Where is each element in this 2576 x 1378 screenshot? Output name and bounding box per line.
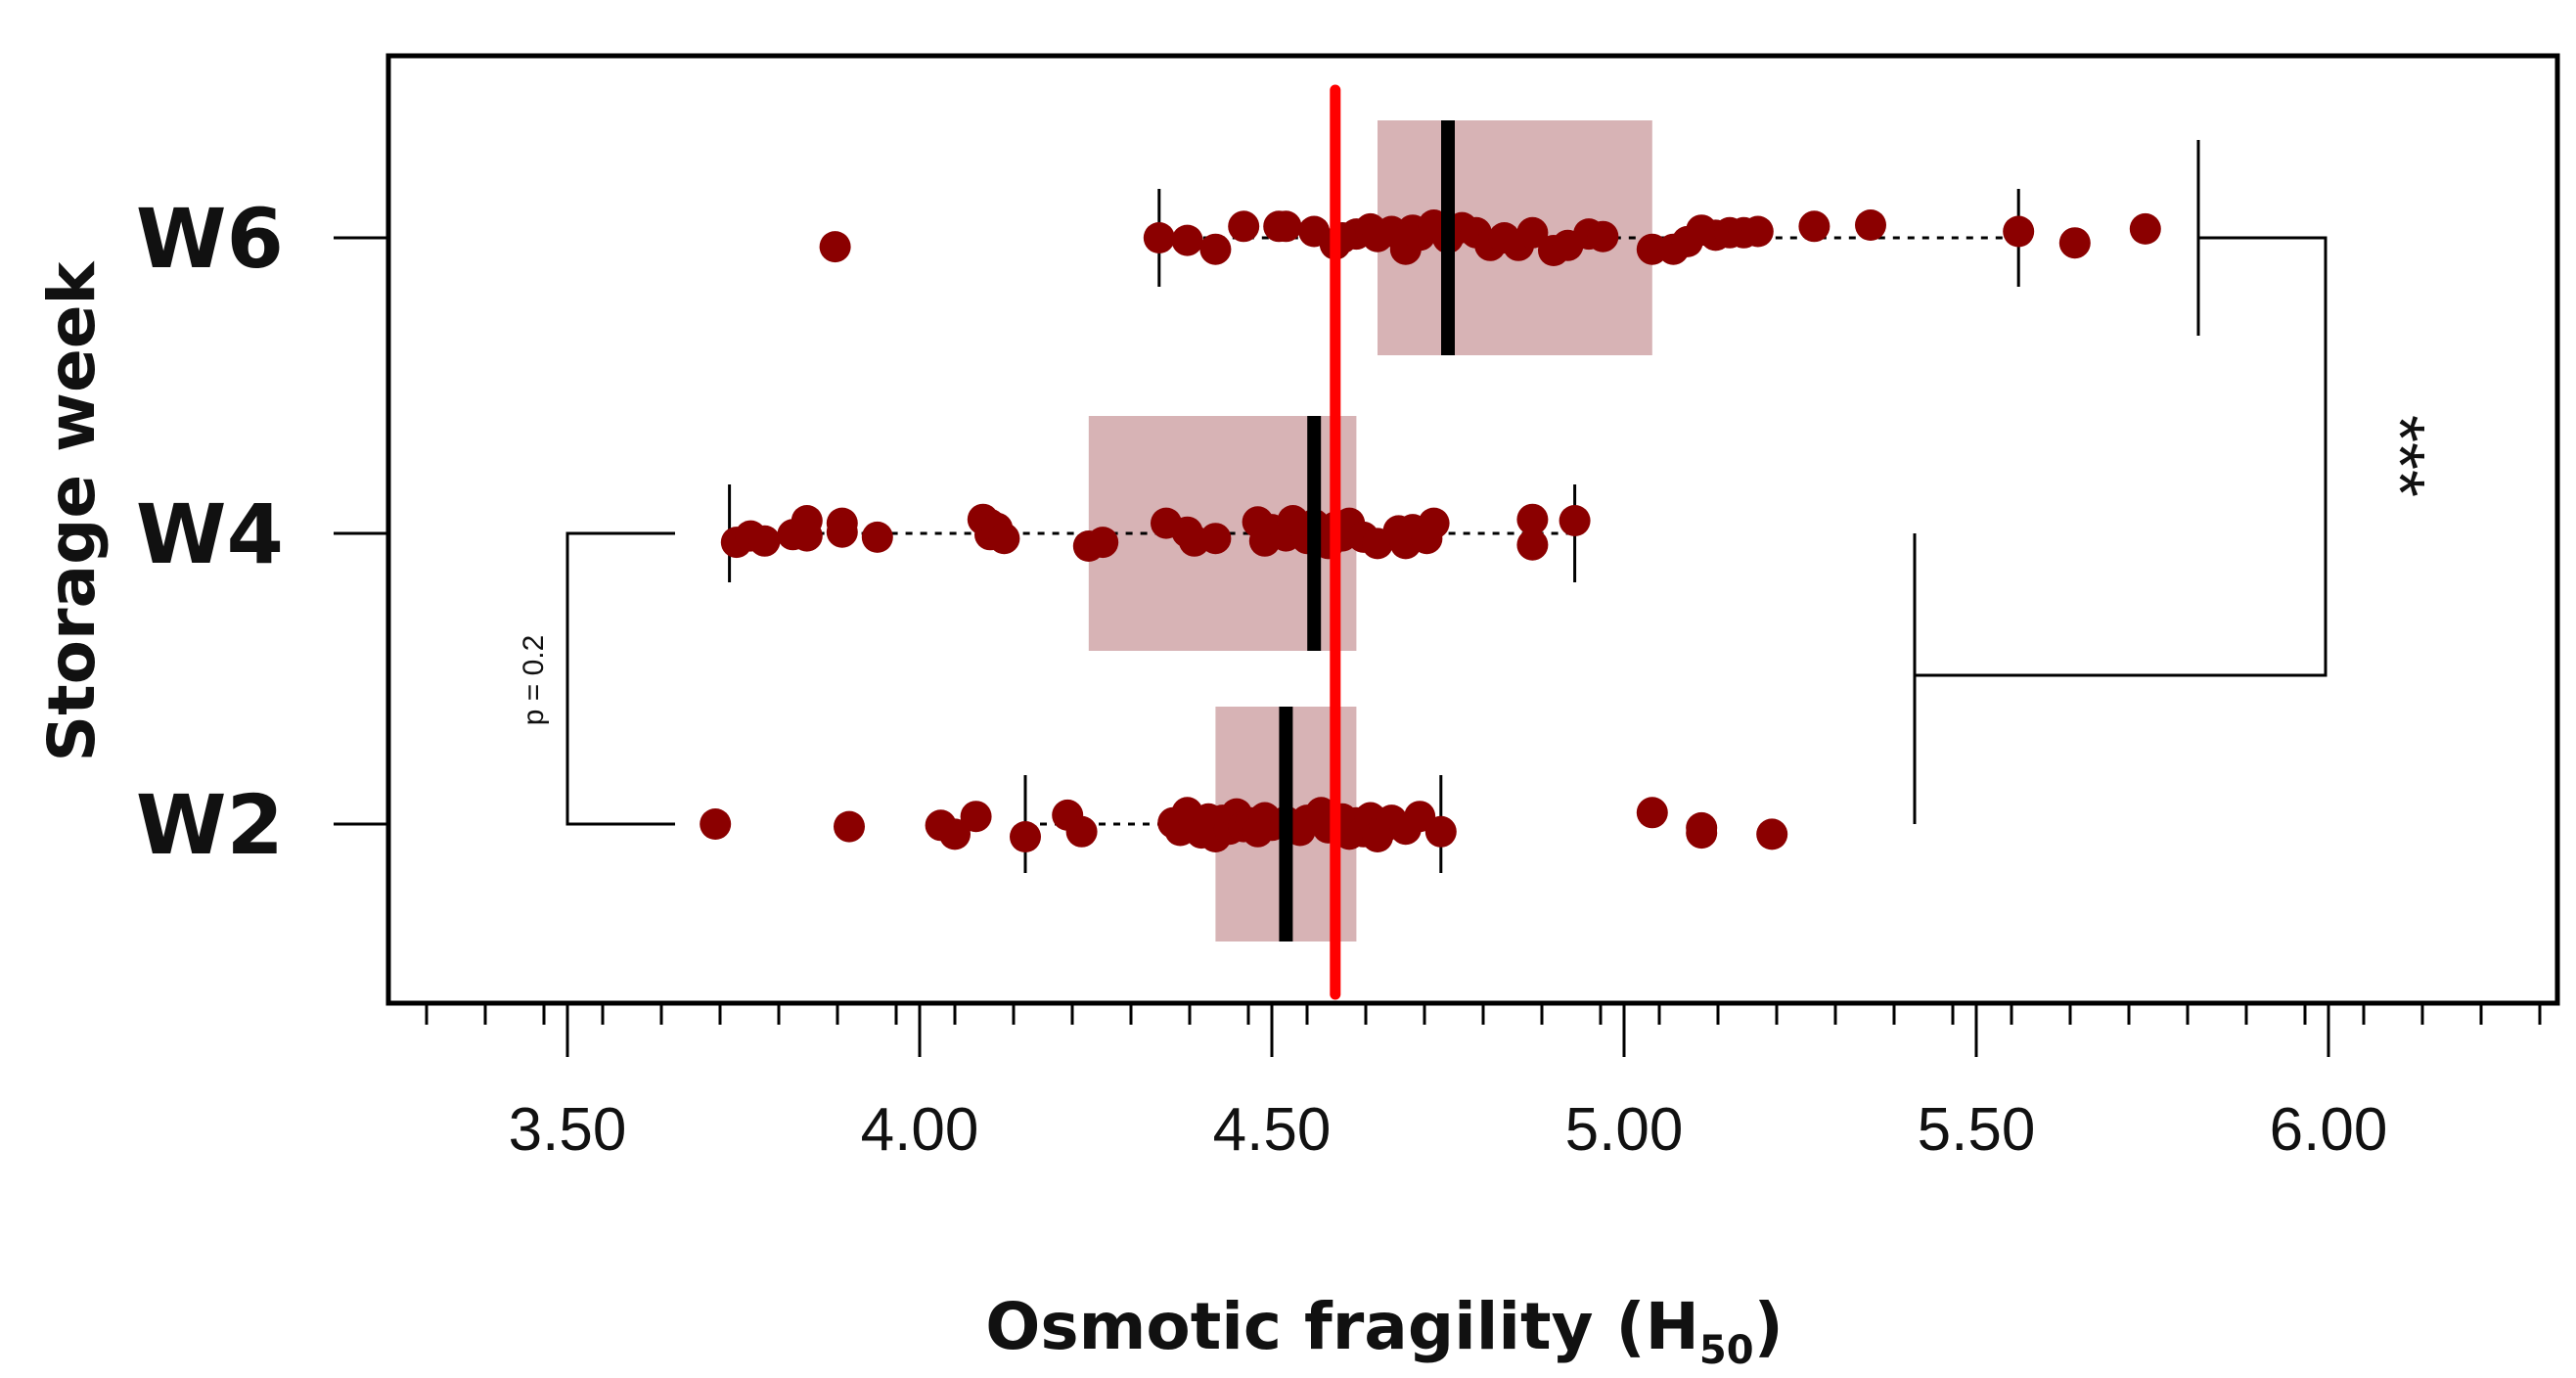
point-w4-8 xyxy=(861,521,893,553)
points-layer xyxy=(700,209,2161,852)
point-w6-3 xyxy=(1199,233,1232,265)
point-w2-39 xyxy=(1636,797,1668,829)
point-w4-7 xyxy=(826,516,858,548)
point-w4-2 xyxy=(748,525,781,557)
point-w6-39 xyxy=(2003,215,2035,248)
point-w6-40 xyxy=(2058,227,2091,259)
point-w4-39 xyxy=(1516,503,1549,535)
x-tick-label: 5.00 xyxy=(1565,1096,1684,1164)
comparison-brackets xyxy=(565,140,2327,826)
x-tick-label: 6.00 xyxy=(2270,1096,2388,1164)
point-w2-38 xyxy=(1424,815,1457,848)
point-w4-13 xyxy=(988,523,1020,555)
x-tick-label: 4.00 xyxy=(861,1096,979,1164)
point-w4-15 xyxy=(1087,527,1119,559)
point-w4-40 xyxy=(1516,528,1549,561)
annotation-p-value: p = 0.2 xyxy=(518,635,550,726)
x-tick-label: 5.50 xyxy=(1918,1096,2036,1164)
point-w6-28 xyxy=(1587,220,1619,253)
medians-layer xyxy=(1279,120,1455,942)
point-w2-7 xyxy=(1065,815,1098,848)
x-axis-title: Osmotic fragility (H50) xyxy=(985,1289,1784,1373)
bracket-w24-w6 xyxy=(1913,236,2327,824)
y-category-label-w6: W6 xyxy=(136,191,284,287)
point-w6-36 xyxy=(1741,215,1774,248)
point-w6-0 xyxy=(819,231,851,263)
point-w2-42 xyxy=(1756,818,1788,850)
annotation-significance: *** xyxy=(2360,415,2438,497)
point-w4-38 xyxy=(1418,507,1450,539)
point-w2-4 xyxy=(960,801,992,833)
y-category-label-w4: W4 xyxy=(136,486,284,582)
point-w4-41 xyxy=(1559,505,1591,536)
point-w6-2 xyxy=(1171,224,1203,256)
point-w4-5 xyxy=(791,520,823,552)
point-w6-38 xyxy=(1855,209,1886,241)
point-w2-3 xyxy=(939,818,971,850)
y-axis-title: Storage week xyxy=(34,259,110,761)
point-w6-41 xyxy=(2129,212,2161,245)
point-w4-19 xyxy=(1199,523,1232,555)
x-axis: 3.50 4.00 4.50 5.00 5.50 6.00 xyxy=(425,1003,2542,1164)
point-w2-1 xyxy=(834,810,865,843)
point-w6-4 xyxy=(1228,210,1260,243)
point-w2-41 xyxy=(1686,817,1718,850)
point-w6-24 xyxy=(1516,216,1549,249)
point-w6-6 xyxy=(1270,210,1302,243)
point-w6-37 xyxy=(1798,210,1830,243)
x-tick-label: 3.50 xyxy=(509,1096,627,1164)
bracket-w2-w4 xyxy=(565,531,675,826)
x-tick-label: 4.50 xyxy=(1213,1096,1332,1164)
point-w6-1 xyxy=(1143,222,1175,253)
point-w2-5 xyxy=(1010,821,1041,852)
plot-frame xyxy=(385,53,2560,1006)
point-w2-0 xyxy=(700,808,732,840)
y-category-label-w2: W2 xyxy=(136,777,284,873)
y-axis: W2 W4 W6 xyxy=(136,191,388,873)
